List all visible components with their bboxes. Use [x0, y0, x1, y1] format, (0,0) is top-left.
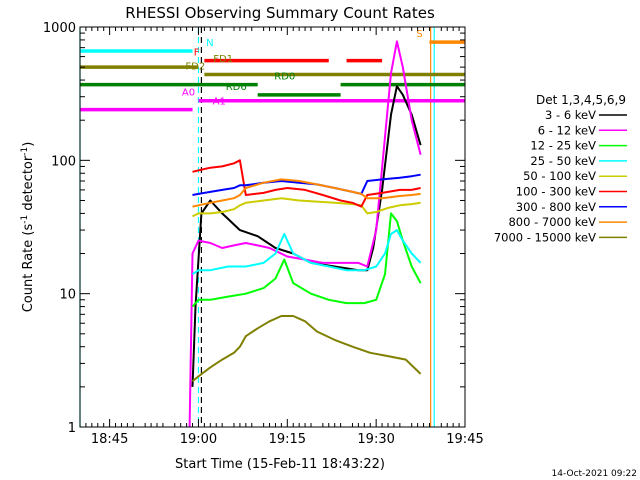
y-tick-label: 1000	[43, 21, 76, 36]
series-line-6	[192, 173, 421, 196]
flag-label-s: S	[416, 29, 422, 40]
y-tick-label: 1	[68, 421, 76, 436]
flag-bars: NF S FD1 FD2 RD0 RD6 A0 A1	[80, 29, 465, 112]
x-tick-label: 19:15	[269, 432, 306, 447]
vertical-markers	[79, 27, 435, 427]
legend-label-7: 800 - 7000 keV	[508, 215, 596, 229]
flag-label-fd2: FD2	[185, 62, 205, 73]
legend-label-6: 300 - 800 keV	[516, 200, 596, 214]
x-axis: 18:45 19:00 19:15 19:30 19:45	[85, 27, 484, 447]
series-line-4	[192, 197, 421, 218]
plot-frame	[79, 26, 466, 428]
series-line-1	[188, 40, 422, 428]
series-line-7	[192, 178, 421, 208]
legend-label-4: 50 - 100 keV	[523, 169, 596, 183]
x-tick-label: 19:30	[357, 432, 394, 447]
legend-label-3: 25 - 50 keV	[530, 154, 596, 168]
series-line-8	[191, 315, 422, 383]
x-axis-label: Start Time (15-Feb-11 18:43:22)	[175, 457, 385, 472]
series-lines	[188, 40, 422, 428]
legend-label-2: 12 - 25 keV	[530, 139, 596, 153]
series-line-2	[191, 212, 422, 308]
legend-title: Det 1,3,4,5,6,9	[536, 93, 626, 107]
flag-label-rd6: RD6	[226, 82, 247, 93]
flag-label-fd1: FD1	[213, 54, 233, 65]
legend-label-8: 7000 - 15000 keV	[494, 230, 596, 244]
legend-label-0: 3 - 6 keV	[545, 108, 596, 122]
x-tick-label: 18:45	[91, 432, 128, 447]
chart-title: RHESSI Observing Summary Count Rates	[125, 4, 435, 22]
legend-label-5: 100 - 300 keV	[516, 185, 596, 199]
flag-label-a1: A1	[213, 97, 226, 108]
x-tick-label: 19:45	[446, 432, 483, 447]
y-tick-label: 100	[51, 154, 76, 169]
flag-label-f: F	[194, 48, 200, 59]
flag-label-n: N	[206, 38, 213, 49]
series-line-3	[191, 229, 422, 276]
flag-label-rd0: RD0	[274, 72, 295, 83]
legend-label-1: 6 - 12 keV	[538, 123, 596, 137]
timestamp: 14-Oct-2021 09:22	[552, 469, 637, 479]
series-line-5	[192, 159, 421, 208]
x-tick-label: 19:00	[180, 432, 217, 447]
flag-label-a0: A0	[182, 88, 195, 99]
y-axis-label: Count Rate (s-1 detector-1)	[20, 142, 36, 313]
y-tick-label: 10	[59, 288, 76, 303]
y-axis: 1 10 100 1000	[43, 21, 465, 436]
